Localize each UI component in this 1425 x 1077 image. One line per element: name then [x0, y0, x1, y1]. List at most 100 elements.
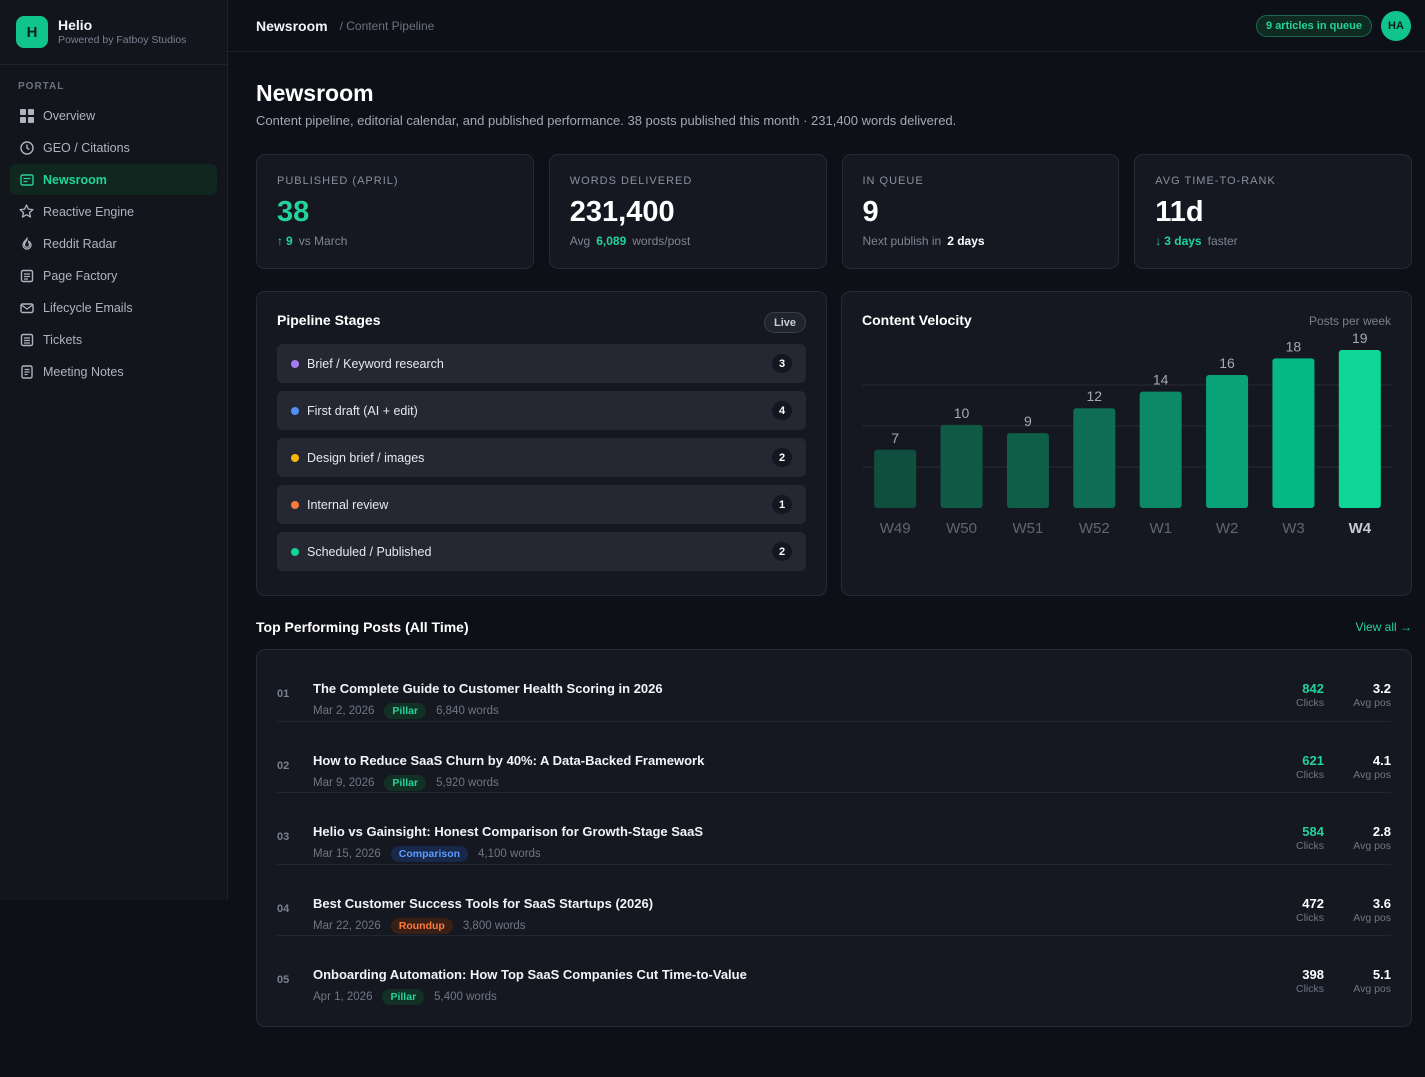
top-posts-panel: 01 The Complete Guide to Customer Health …: [256, 649, 1412, 1027]
breadcrumb-current[interactable]: Newsroom: [256, 17, 328, 34]
sidebar-item-newsroom[interactable]: Newsroom: [10, 164, 217, 195]
velocity-bar[interactable]: [1206, 374, 1249, 508]
post-row[interactable]: 04 Best Customer Success Tools for SaaS S…: [277, 865, 1391, 936]
sidebar-item-geo-citations[interactable]: GEO / Citations: [10, 132, 217, 163]
post-words: 4,100 words: [478, 848, 541, 860]
post-avg-pos: 3.6: [1372, 895, 1391, 911]
sidebar-item-lifecycle-emails[interactable]: Lifecycle Emails: [10, 292, 217, 323]
ticket-icon: [19, 332, 34, 347]
stat-cards: PUBLISHED (APRIL) 38 ↑ 9 vs March WORDS …: [256, 154, 1412, 269]
post-words: 6,840 words: [436, 705, 499, 717]
post-clicks: 398: [1302, 967, 1324, 982]
stat-value: 38: [277, 196, 310, 228]
velocity-bar[interactable]: [1006, 433, 1049, 508]
star-icon: [19, 204, 34, 219]
status-dot: [291, 453, 299, 462]
sidebar-item-overview[interactable]: Overview: [10, 100, 217, 131]
stage-count: 4: [772, 401, 792, 420]
clicks-label: Clicks: [1296, 697, 1324, 709]
sidebar-item-label: GEO / Citations: [43, 140, 130, 155]
post-clicks: 621: [1302, 752, 1324, 768]
stage-count: 1: [772, 495, 792, 514]
pipeline-stage[interactable]: Scheduled / Published 2: [277, 532, 806, 571]
panel-title: Content Velocity: [862, 312, 972, 328]
brand-name: Helio: [58, 17, 93, 33]
post-date: Mar 15, 2026: [313, 848, 381, 860]
stage-count: 2: [772, 542, 792, 561]
chart-note: Posts per week: [1308, 314, 1391, 328]
post-title[interactable]: Best Customer Success Tools for SaaS Sta…: [313, 895, 654, 911]
bar-value-label: 7: [891, 430, 899, 446]
status-dot: [291, 547, 299, 556]
pipeline-stage[interactable]: Brief / Keyword research 3: [277, 344, 806, 383]
queue-badge[interactable]: 9 articles in queue: [1256, 15, 1372, 37]
velocity-bar[interactable]: [1338, 350, 1381, 508]
view-all-link[interactable]: View all →: [1355, 620, 1412, 634]
sidebar-item-reactive-engine[interactable]: Reactive Engine: [10, 196, 217, 227]
sidebar-item-label: Meeting Notes: [43, 364, 124, 379]
post-avg-pos: 4.1: [1372, 752, 1391, 768]
pipeline-stage[interactable]: Design brief / images 2: [277, 438, 806, 477]
brand-tagline: Powered by Fatboy Studios: [58, 34, 187, 46]
arrow-up-icon: ↑: [277, 234, 283, 248]
x-tick-label: W51: [1013, 520, 1044, 537]
stat-card-time-to-rank: AVG TIME-TO-RANK 11d ↓ 3 days faster: [1134, 154, 1412, 269]
bar-value-label: 9: [1024, 413, 1032, 429]
avatar[interactable]: HA: [1381, 11, 1411, 41]
post-row[interactable]: 05 Onboarding Automation: How Top SaaS Co…: [277, 936, 1391, 1008]
sidebar-item-meeting-notes[interactable]: Meeting Notes: [10, 356, 217, 387]
bar-value-label: 16: [1219, 355, 1235, 371]
velocity-bar[interactable]: [1272, 358, 1315, 508]
clicks-label: Clicks: [1296, 840, 1324, 852]
post-row[interactable]: 03 Helio vs Gainsight: Honest Comparison …: [277, 793, 1391, 865]
velocity-bar[interactable]: [940, 424, 983, 508]
live-badge: Live: [763, 312, 806, 333]
velocity-bar[interactable]: [1073, 408, 1116, 508]
post-title[interactable]: Onboarding Automation: How Top SaaS Comp…: [313, 967, 747, 982]
stat-foot-prefix: Avg: [569, 234, 591, 248]
post-tag: Pillar: [384, 703, 427, 719]
stat-foot-suffix: words/post: [632, 234, 691, 248]
sidebar-item-label: Reactive Engine: [43, 204, 135, 219]
nav-list: Overview GEO / Citations Newsroom Reactive …: [0, 100, 227, 387]
stat-label: IN QUEUE: [862, 175, 924, 187]
sidebar-item-tickets[interactable]: Tickets: [10, 324, 217, 355]
velocity-bar[interactable]: [1139, 391, 1182, 508]
clicks-label: Clicks: [1296, 768, 1324, 781]
velocity-chart: 7 W49 10 W50 9 W51 12 W52 14 W1 16 W2 18 W3 19 W4: [862, 330, 1393, 537]
post-clicks: 472: [1302, 895, 1324, 911]
clock-icon: [19, 140, 34, 155]
post-date: Apr 1, 2026: [313, 991, 373, 1003]
status-dot: [291, 500, 299, 509]
stage-count: 2: [772, 448, 792, 467]
pipeline-stage[interactable]: Internal review 1: [277, 485, 806, 524]
main-content: Newsroom Content pipeline, editorial cal…: [256, 52, 1412, 1027]
arrow-down-icon: ↓: [1155, 234, 1162, 248]
status-dot: [291, 406, 299, 415]
avg-pos-label: Avg pos: [1353, 697, 1391, 709]
post-rank: 01: [277, 688, 290, 700]
sidebar-item-reddit-radar[interactable]: Reddit Radar: [10, 228, 217, 259]
stage-count: 3: [772, 354, 792, 373]
brand[interactable]: H Helio Powered by Fatboy Studios: [0, 0, 227, 65]
post-row[interactable]: 02 How to Reduce SaaS Churn by 40%: A Dat…: [277, 722, 1391, 793]
bar-value-label: 19: [1352, 330, 1368, 346]
stat-card-queue: IN QUEUE 9 Next publish in 2 days: [841, 154, 1120, 269]
x-tick-label: W2: [1216, 520, 1239, 537]
post-title[interactable]: Helio vs Gainsight: Honest Comparison fo…: [313, 824, 704, 839]
stat-card-words: WORDS DELIVERED 231,400 Avg 6,089 words/…: [548, 154, 827, 269]
post-title[interactable]: The Complete Guide to Customer Health Sc…: [313, 681, 663, 696]
avg-pos-label: Avg pos: [1353, 840, 1391, 852]
pipeline-stage[interactable]: First draft (AI + edit) 4: [277, 391, 806, 430]
sidebar: H Helio Powered by Fatboy Studios PORTAL…: [0, 0, 228, 900]
post-title[interactable]: How to Reduce SaaS Churn by 40%: A Data-…: [313, 752, 705, 768]
post-row[interactable]: 01 The Complete Guide to Customer Health …: [277, 650, 1391, 722]
notes-icon: [19, 364, 34, 379]
sidebar-item-page-factory[interactable]: Page Factory: [10, 260, 217, 291]
post-date: Mar 2, 2026: [313, 705, 375, 717]
post-avg-pos: 3.2: [1372, 681, 1391, 696]
newspaper-icon: [19, 172, 34, 187]
x-tick-label: W49: [880, 520, 911, 537]
post-avg-pos: 5.1: [1372, 967, 1391, 982]
velocity-bar[interactable]: [874, 449, 917, 508]
